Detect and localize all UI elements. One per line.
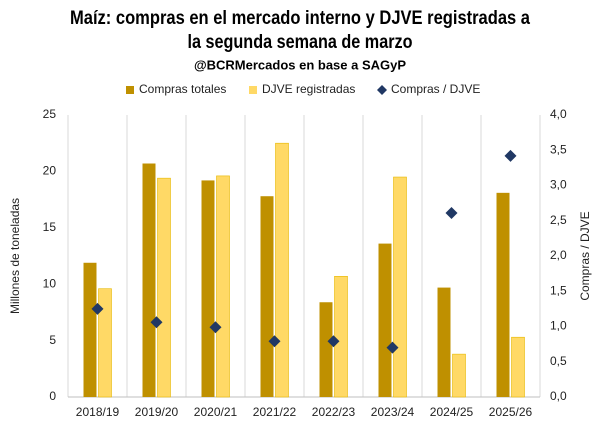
bar [511, 336, 525, 398]
legend-swatch [126, 86, 134, 94]
legend-label: Compras totales [139, 82, 226, 96]
bar [334, 276, 348, 398]
ratio-marker [209, 321, 222, 334]
bar [98, 288, 112, 398]
bar [260, 196, 274, 397]
y2-tick-label: 2,0 [550, 248, 567, 262]
x-tick-label: 2023/24 [371, 405, 415, 419]
y2-tick-label: 1,5 [550, 283, 567, 297]
bar [437, 287, 451, 397]
y2-tick-label: 0,5 [550, 354, 567, 368]
x-tick-label: 2019/20 [135, 405, 179, 419]
bar [216, 175, 230, 398]
bar [83, 262, 97, 397]
y2-tick-label: 1,0 [550, 319, 567, 333]
ratio-marker [150, 316, 163, 329]
bar [157, 177, 171, 398]
x-tick-label: 2018/19 [76, 405, 120, 419]
x-tick-label: 2025/26 [489, 405, 533, 419]
ratio-marker [91, 302, 104, 315]
ratio-marker [327, 335, 340, 348]
bar [319, 302, 333, 397]
legend-marker [377, 85, 387, 95]
bar [452, 353, 466, 398]
y2-tick-label: 2,5 [550, 213, 567, 227]
y2-tick-label: 4,0 [550, 107, 567, 121]
legend-swatch [249, 86, 257, 94]
y-tick-label: 15 [43, 220, 57, 234]
bar [275, 142, 289, 398]
bar [201, 180, 215, 397]
bar [496, 192, 510, 397]
y-tick-label: 5 [49, 333, 56, 347]
x-tick-label: 2020/21 [194, 405, 238, 419]
chart-title: Maíz: compras en el mercado interno y DJ… [70, 8, 530, 29]
legend-label: Compras / DJVE [391, 82, 480, 96]
y2-tick-label: 3,0 [550, 178, 567, 192]
y-axis-label: Millones de toneladas [8, 198, 22, 314]
ratio-marker [504, 149, 517, 162]
chart-title: la segunda semana de marzo [188, 32, 413, 53]
bar [142, 163, 156, 397]
x-tick-label: 2022/23 [312, 405, 356, 419]
y-tick-label: 10 [43, 276, 57, 290]
x-tick-label: 2024/25 [430, 405, 474, 419]
ratio-marker [268, 335, 281, 348]
ratio-marker [386, 341, 399, 354]
y-tick-label: 25 [43, 107, 57, 121]
chart-subtitle: @BCRMercados en base a SAGyP [194, 57, 406, 72]
x-tick-label: 2021/22 [253, 405, 297, 419]
y-tick-label: 20 [43, 164, 57, 178]
bar [378, 243, 392, 397]
bar [393, 176, 407, 398]
y2-tick-label: 0,0 [550, 389, 567, 403]
legend-label: DJVE registradas [262, 82, 355, 96]
y-tick-label: 0 [49, 389, 56, 403]
ratio-marker [445, 206, 458, 219]
y2-tick-label: 3,5 [550, 142, 567, 156]
y2-axis-label: Compras / DJVE [578, 211, 592, 300]
